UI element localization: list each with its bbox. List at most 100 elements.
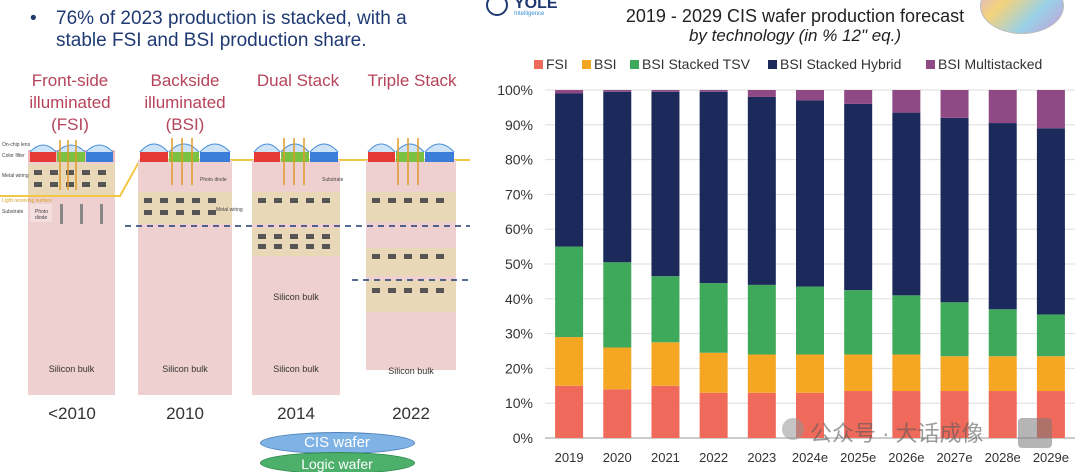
left-panel: • 76% of 2023 production is stacked, wit…	[0, 0, 492, 472]
bar-segment-bsi-2021	[651, 342, 680, 386]
bar-segment-bsi-stacked-tsv-2023	[747, 284, 776, 355]
dual-substrate-label: Substrate	[322, 177, 344, 183]
y-tick-label: 10%	[505, 395, 533, 411]
bar-segment-fsi-2019	[555, 385, 584, 438]
chart-subtitle: by technology (in % 12" eq.)	[688, 26, 902, 45]
bar-segment-bsi-stacked-hybrid-2019	[555, 93, 584, 247]
chart-title: 2019 - 2029 CIS wafer production forecas…	[625, 6, 965, 26]
y-tick-label: 70%	[505, 186, 533, 202]
triple-bulk-label: Silicon bulk	[388, 366, 434, 376]
dual-stack-cross-section	[252, 138, 340, 395]
wechat-icon	[782, 418, 804, 440]
logic-wafer-label: Logic wafer	[301, 456, 373, 472]
year-dual: 2014	[277, 404, 315, 423]
x-tick-label: 2029e	[1033, 450, 1069, 465]
yole-logo-sub: Intelligence	[514, 11, 545, 17]
bar-segment-bsi-multistacked-2029e	[1036, 90, 1065, 129]
bar-segment-bsi-2029e	[1036, 356, 1065, 392]
bar-segment-bsi-2027e	[940, 356, 969, 392]
bar-segment-fsi-2028e	[988, 391, 1017, 438]
bar-segment-bsi-stacked-tsv-2024e	[796, 286, 824, 355]
bar-segment-bsi-2023	[747, 354, 776, 393]
header-dual-stack: Dual Stack	[256, 71, 340, 90]
header-triple-stack: Triple Stack	[367, 71, 457, 90]
legend-label-bsi: BSI	[594, 56, 617, 72]
bar-segment-bsi-stacked-tsv-2026e	[892, 295, 921, 355]
bar-segment-bsi-2020	[603, 347, 632, 390]
bar-segment-bsi-stacked-tsv-2022	[699, 283, 728, 353]
bar-segment-bsi-multistacked-2025e	[844, 90, 873, 104]
legend-swatch-fsi	[534, 60, 543, 69]
bar-segment-bsi-2019	[555, 337, 584, 386]
y-tick-label: 40%	[505, 291, 533, 307]
y-tick-label: 20%	[505, 360, 533, 376]
legend-label-hybrid: BSI Stacked Hybrid	[780, 56, 902, 72]
y-tick-label: 100%	[497, 82, 533, 98]
fsi-bulk-label: Silicon bulk	[48, 364, 95, 374]
bar-segment-bsi-multistacked-2023	[747, 90, 776, 97]
x-tick-label: 2022	[699, 450, 728, 465]
x-tick-label: 2024e	[792, 450, 828, 465]
header-fsi: Front-side illuminated (FSI)	[29, 71, 111, 134]
bar-segment-bsi-multistacked-2020	[603, 90, 632, 92]
bar-segment-bsi-stacked-hybrid-2029e	[1036, 128, 1065, 315]
bar-segment-bsi-multistacked-2022	[699, 90, 728, 92]
legend-swatch-hybrid	[768, 60, 777, 69]
legend-swatch-multistacked	[926, 60, 935, 69]
y-tick-label: 90%	[505, 117, 533, 133]
bar-segment-bsi-multistacked-2027e	[940, 90, 969, 118]
fsi-cross-section: Photo diode	[28, 140, 115, 395]
bar-segment-bsi-multistacked-2021	[651, 90, 680, 92]
bar-segment-bsi-multistacked-2024e	[796, 90, 824, 101]
header-bsi: Backside illuminated (BSI)	[144, 71, 226, 134]
x-tick-label: 2020	[603, 450, 632, 465]
cis-wafer-label: CIS wafer	[304, 434, 370, 451]
bullet-dot: •	[30, 8, 37, 29]
bar-segment-bsi-stacked-hybrid-2021	[651, 91, 680, 277]
bar-segment-bsi-stacked-hybrid-2025e	[844, 103, 873, 291]
legend-label-fsi: FSI	[546, 56, 568, 72]
y-tick-label: 80%	[505, 152, 533, 168]
bsi-cross-section	[138, 138, 232, 395]
light-surface-label: Light receiving surface	[2, 198, 53, 204]
bar-segment-bsi-multistacked-2019	[555, 90, 584, 94]
y-tick-label: 60%	[505, 221, 533, 237]
bar-segment-fsi-2022	[699, 392, 728, 438]
watermark-avatar	[1018, 418, 1052, 448]
bar-segment-fsi-2023	[747, 392, 776, 438]
sensor-cross-sections: Photo diode	[0, 138, 470, 395]
bar-segment-bsi-multistacked-2026e	[892, 90, 921, 113]
bar-segment-bsi-stacked-hybrid-2026e	[892, 112, 921, 296]
on-chip-lens-label: On-chip lens	[2, 142, 31, 148]
bar-segment-bsi-2024e	[796, 354, 824, 393]
metal-wiring-label: Metal wiring	[2, 173, 29, 179]
bar-segment-fsi-2025e	[844, 391, 873, 438]
legend-label-tsv: BSI Stacked TSV	[642, 56, 750, 72]
bar-segment-bsi-2028e	[988, 356, 1017, 392]
bar-segment-bsi-stacked-tsv-2028e	[988, 309, 1017, 357]
bar-segment-bsi-stacked-hybrid-2028e	[988, 123, 1017, 310]
logic-wafer-disc	[260, 452, 415, 472]
bar-segment-bsi-stacked-tsv-2020	[603, 262, 632, 348]
bsi-photo-diode-label: Photo diode	[200, 177, 227, 183]
x-tick-label: 2027e	[936, 450, 972, 465]
triple-stack-cross-section	[366, 138, 456, 370]
bar-segment-bsi-stacked-hybrid-2024e	[796, 100, 824, 287]
watermark-text: 公众号 · 大话成像	[810, 421, 984, 446]
bullet-text: 76% of 2023 production is stacked, with …	[56, 8, 407, 51]
bar-segment-bsi-stacked-tsv-2025e	[844, 290, 873, 355]
x-tick-label: 2023	[747, 450, 776, 465]
bar-segment-bsi-2022	[699, 352, 728, 393]
dual-bulk-label: Silicon bulk	[273, 364, 319, 374]
bsi-metal-wiring-label: Metal wiring	[216, 207, 243, 213]
bar-segment-fsi-2021	[651, 385, 680, 438]
bar-segment-fsi-2027e	[940, 391, 969, 438]
year-bsi: 2010	[166, 404, 204, 423]
bar-segment-bsi-stacked-hybrid-2020	[603, 91, 632, 263]
substrate-label: Substrate	[2, 209, 24, 215]
bar-segment-bsi-multistacked-2028e	[988, 90, 1017, 124]
svg-text:diode: diode	[35, 215, 47, 221]
bar-segment-fsi-2020	[603, 389, 632, 438]
y-tick-label: 30%	[505, 326, 533, 342]
bar-segment-bsi-stacked-tsv-2027e	[940, 302, 969, 357]
